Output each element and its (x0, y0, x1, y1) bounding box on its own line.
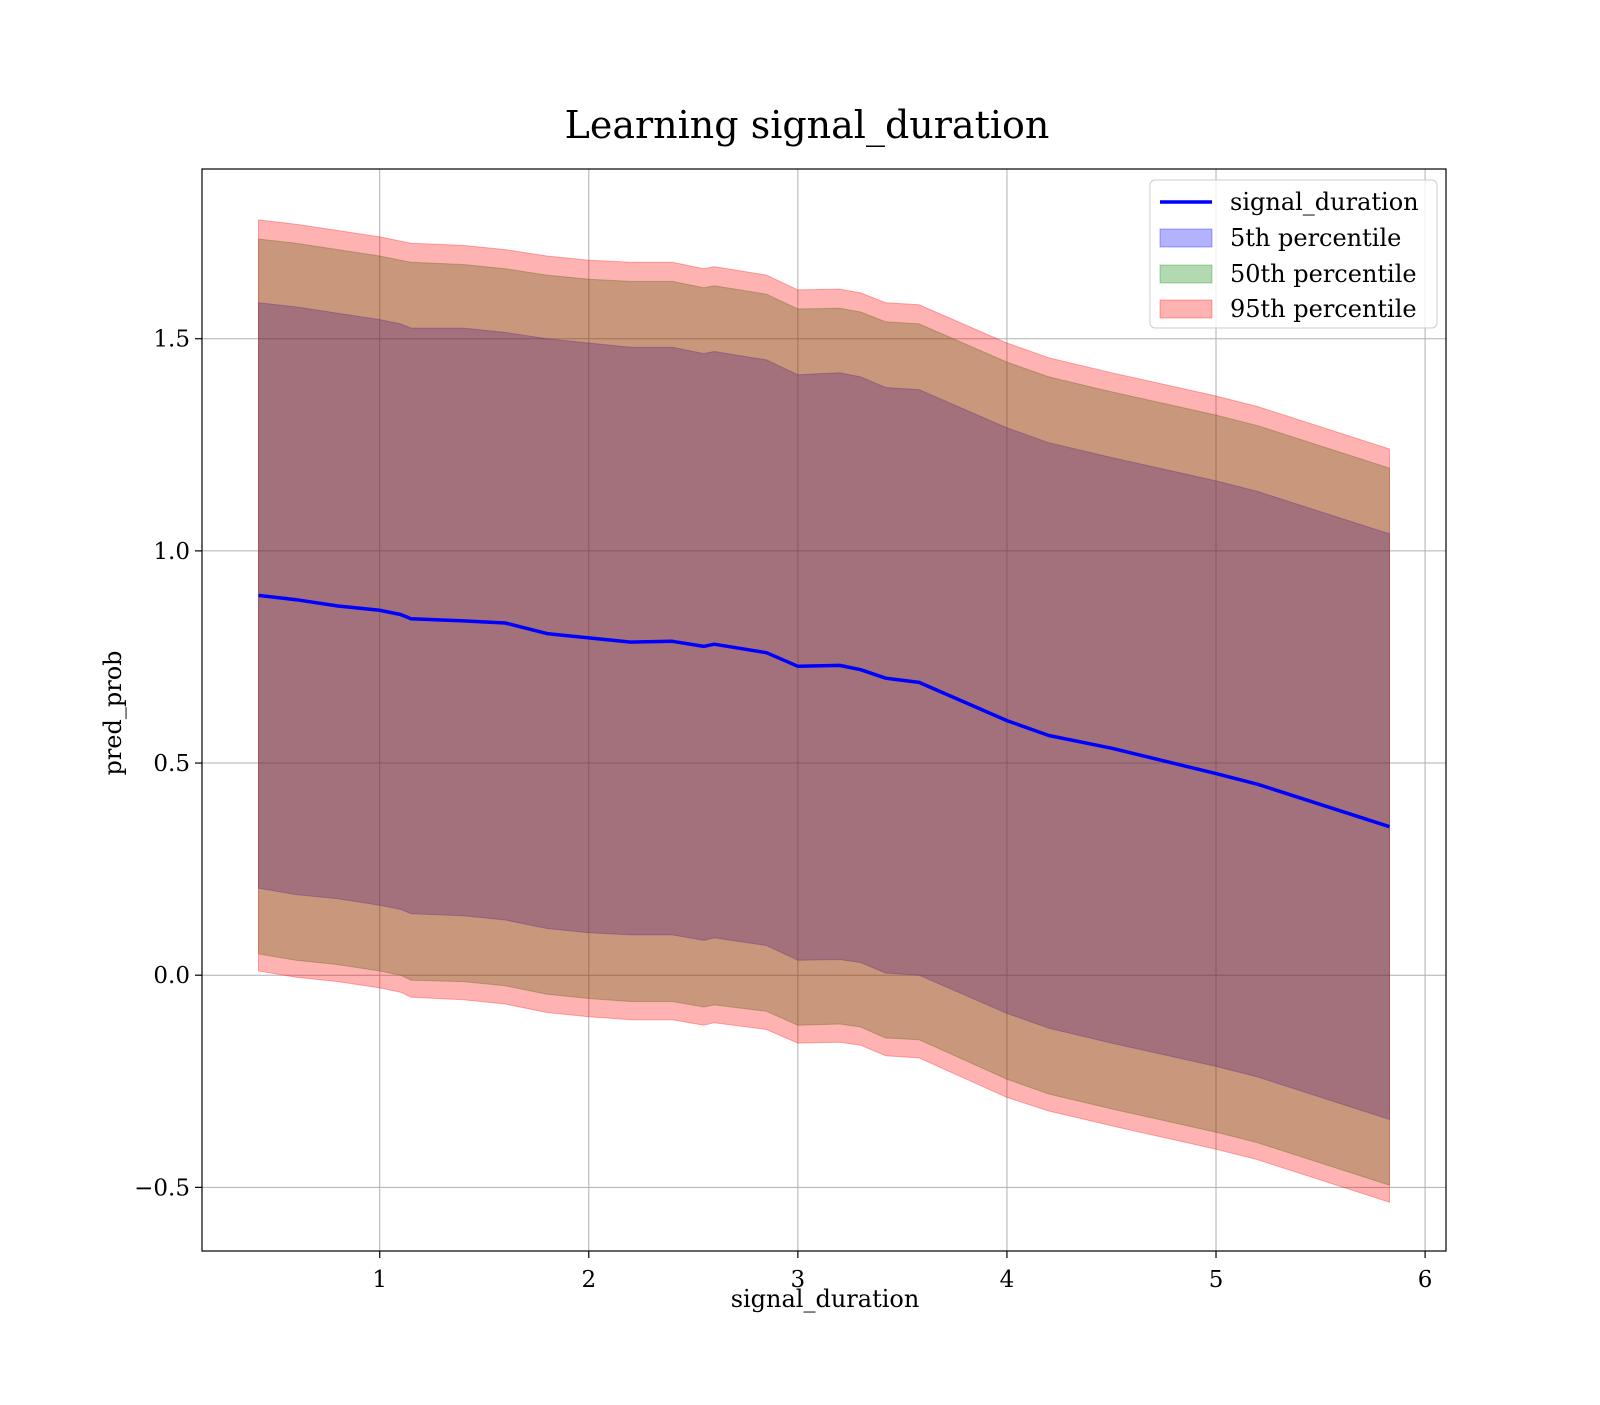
series-line-signal-duration (258, 593, 1391, 829)
grid-lines (202, 169, 1446, 1251)
x-axis-label: signal_duration (731, 1285, 920, 1313)
series-lines (258, 593, 1391, 829)
band-95th-percentile (258, 219, 1390, 1203)
legend-label: 95th percentile (1230, 295, 1417, 323)
y-tick-label: 1.5 (153, 327, 190, 353)
x-tick-label: 2 (581, 1267, 596, 1293)
legend-label: 5th percentile (1230, 224, 1401, 252)
axis-ticks: 1 2 3 4 5 6 −0.5 0.0 0.5 1.0 1.5 (134, 327, 1432, 1293)
legend-band-swatch (1159, 264, 1213, 284)
percentile-bands (258, 219, 1390, 1203)
legend-label: 50th percentile (1230, 260, 1417, 288)
legend: signal_duration 5th percentile 50th percen… (1149, 179, 1438, 329)
legend-band-swatch (1159, 228, 1213, 248)
y-tick-label: −0.5 (134, 1175, 190, 1201)
chart-title: Learning signal_duration (565, 103, 1050, 148)
y-tick-label: 0.5 (153, 751, 190, 777)
legend-label: signal_duration (1230, 188, 1419, 216)
x-tick-label: 1 (372, 1267, 387, 1293)
band-5th-percentile (258, 302, 1390, 1121)
legend-band-swatch (1159, 299, 1213, 319)
plot-frame (201, 168, 1447, 1252)
y-tick-label: 1.0 (153, 539, 190, 565)
x-tick-label: 3 (791, 1267, 806, 1293)
x-tick-label: 4 (1000, 1267, 1015, 1293)
y-axis-label: pred_prob (99, 650, 127, 775)
legend-box (1149, 179, 1438, 329)
x-tick-label: 6 (1418, 1267, 1433, 1293)
x-tick-label: 5 (1209, 1267, 1224, 1293)
band-50th-percentile (258, 238, 1390, 1186)
y-tick-label: 0.0 (153, 963, 190, 989)
